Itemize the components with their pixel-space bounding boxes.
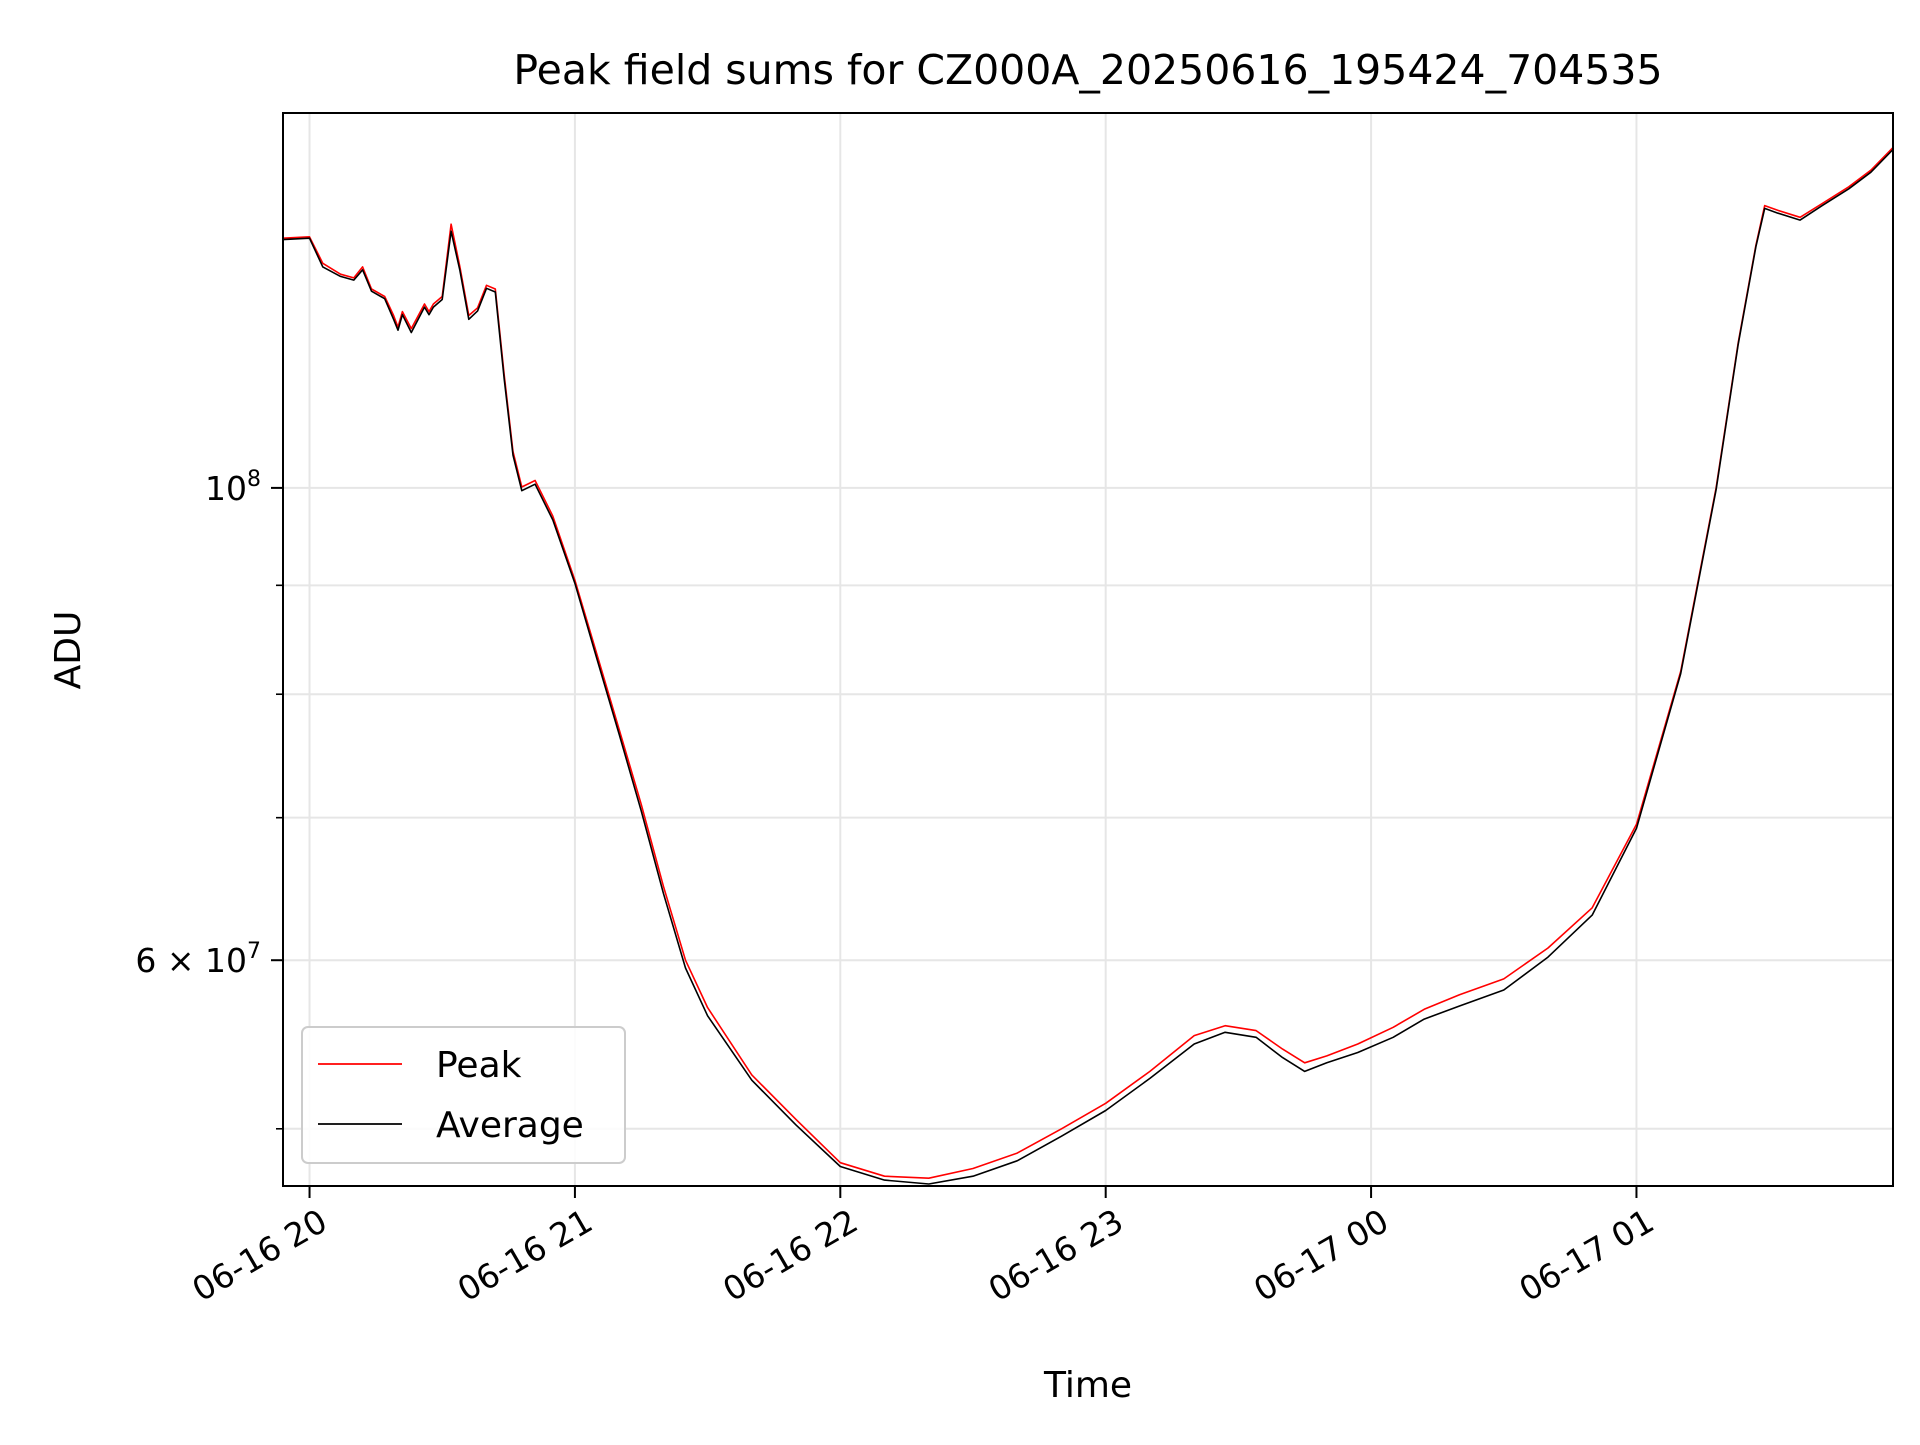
y-tick-label-base: 10 xyxy=(205,941,247,980)
plot-frame xyxy=(282,112,1894,1187)
legend-peak-label: Peak xyxy=(436,1045,522,1086)
y-tick-label-base: 10 xyxy=(205,469,247,508)
chart-title: Peak field sums for CZ000A_20250616_1954… xyxy=(513,46,1662,94)
y-tick-label-multiplier: 6 × xyxy=(135,941,205,980)
legend-box xyxy=(301,1026,626,1164)
series-line-peak xyxy=(282,146,1894,1179)
series-line-average xyxy=(282,148,1894,1185)
y-tick-label: 6 × 107 xyxy=(135,939,261,980)
legend: Peak Average xyxy=(301,1026,626,1164)
series-layer xyxy=(282,146,1894,1185)
legend-average-label: Average xyxy=(436,1105,584,1146)
y-axis-label: ADU xyxy=(48,611,89,690)
y-tick-label-exponent: 7 xyxy=(247,939,261,964)
y-tick-label-exponent: 8 xyxy=(247,467,261,492)
y-tick-label: 108 xyxy=(205,467,261,508)
x-axis-label: Time xyxy=(1043,1365,1132,1406)
